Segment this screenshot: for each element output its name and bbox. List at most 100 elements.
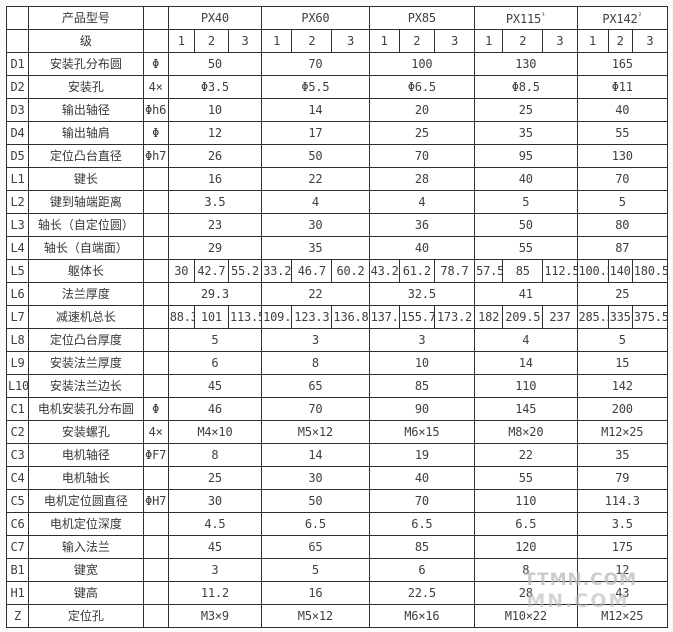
- value-cell: Φ3.5: [167, 75, 263, 99]
- model-name: PX60: [301, 11, 330, 25]
- table-row-b1: B1 键宽 3 5 6 8 12: [5, 558, 668, 582]
- value-cell: 22.5: [368, 581, 476, 605]
- model-footnote-mark: ¹: [541, 10, 546, 20]
- table-row-l7: L7减速机总长88.3101113.5109.8123.3136.8137.71…: [5, 305, 669, 329]
- value-cell: 6.5: [261, 512, 370, 536]
- param-name: 安装螺孔: [28, 420, 144, 444]
- level-header: 2: [607, 29, 633, 53]
- row-id: L2: [5, 190, 30, 214]
- param-name: 电机安装孔分布圆: [28, 397, 144, 421]
- value-cell: M5×12: [261, 420, 370, 444]
- value-cell: 113.5: [227, 305, 263, 329]
- value-cell: 25: [368, 121, 476, 145]
- value-cell: 55: [474, 236, 578, 260]
- value-cell: M8×20: [474, 420, 578, 444]
- value-cell: 40: [368, 466, 476, 490]
- value-cell: 33.2: [261, 259, 293, 283]
- value-cell: Φ8.5: [474, 75, 578, 99]
- value-cell: 41: [474, 282, 578, 306]
- param-name: 定位孔: [28, 604, 144, 628]
- model-name: PX115: [505, 11, 542, 26]
- value-cell: 16: [261, 581, 370, 605]
- table-row-h1: H1 键高 11.2 16 22.5 28 43: [5, 581, 668, 605]
- param-name: 键高: [28, 581, 144, 605]
- level-header: 2: [291, 29, 333, 53]
- row-id: C4: [5, 466, 30, 490]
- row-id: C1: [5, 397, 30, 421]
- value-cell: 123.3: [291, 305, 333, 329]
- model-header-px40: PX40: [167, 6, 263, 30]
- value-cell: 237: [542, 305, 578, 329]
- value-cell: 17: [261, 121, 370, 145]
- value-cell: 22: [261, 282, 370, 306]
- value-cell: 87: [576, 236, 668, 260]
- value-cell: M10×22: [474, 604, 578, 628]
- value-cell: M6×16: [368, 604, 476, 628]
- table-row-c2: C2 安装螺孔 4× M4×10 M5×12 M6×15 M8×20 M12×25: [5, 420, 668, 444]
- param-symbol: [142, 351, 169, 375]
- value-cell: 8: [261, 351, 370, 375]
- value-cell: 3: [368, 328, 476, 352]
- value-cell: 30: [167, 489, 263, 513]
- value-cell: 15: [576, 351, 668, 375]
- value-cell: 4: [368, 190, 476, 214]
- value-cell: 14: [261, 443, 370, 467]
- param-symbol: [142, 512, 169, 536]
- value-cell: 110: [474, 489, 578, 513]
- value-cell: 65: [261, 535, 370, 559]
- param-name: 躯体长: [28, 259, 144, 283]
- value-cell: 6: [368, 558, 476, 582]
- param-symbol: Φh6: [142, 98, 169, 122]
- row-id: L3: [5, 213, 30, 237]
- level-header: 1: [167, 29, 195, 53]
- value-cell: 100.5: [576, 259, 609, 283]
- corner-cell: [5, 6, 30, 30]
- param-symbol: [142, 535, 169, 559]
- value-cell: 142: [576, 374, 668, 398]
- value-cell: 12: [167, 121, 263, 145]
- value-cell: 120: [474, 535, 578, 559]
- value-cell: 4.5: [167, 512, 263, 536]
- value-cell: Φ11: [576, 75, 668, 99]
- level-header: 2: [502, 29, 544, 53]
- value-cell: 61.2: [398, 259, 435, 283]
- value-cell: 40: [368, 236, 476, 260]
- value-cell: 79: [576, 466, 668, 490]
- value-cell: 43: [576, 581, 668, 605]
- row-id: D1: [5, 52, 30, 76]
- model-name: PX40: [200, 11, 229, 25]
- row-id: D4: [5, 121, 30, 145]
- value-cell: 6.5: [474, 512, 578, 536]
- param-name: 电机定位深度: [28, 512, 144, 536]
- value-cell: 30: [167, 259, 195, 283]
- param-symbol: Φ: [142, 397, 169, 421]
- row-id: B1: [5, 558, 30, 582]
- param-symbol: [142, 236, 169, 260]
- value-cell: 25: [576, 282, 668, 306]
- value-cell: 25: [167, 466, 263, 490]
- value-cell: 45: [167, 374, 263, 398]
- value-cell: 22: [474, 443, 578, 467]
- value-cell: 5: [167, 328, 263, 352]
- value-cell: 28: [474, 581, 578, 605]
- value-cell: 88.3: [167, 305, 195, 329]
- row-id: L9: [5, 351, 30, 375]
- value-cell: M3×9: [167, 604, 263, 628]
- product-model-label: 产品型号: [28, 6, 144, 30]
- spec-table-body: D1 安装孔分布圆 Φ 50 70 100 130 165 D2 安装孔 4× Φ3.5 Φ5.5 Φ6.…: [5, 52, 669, 628]
- row-id: L8: [5, 328, 30, 352]
- param-symbol: Φ: [142, 52, 169, 76]
- param-name: 减速机总长: [28, 305, 144, 329]
- value-cell: 50: [167, 52, 263, 76]
- value-cell: 8: [167, 443, 263, 467]
- param-symbol: [142, 190, 169, 214]
- value-cell: 85: [368, 535, 476, 559]
- param-name: 键宽: [28, 558, 144, 582]
- param-symbol: ΦF7: [142, 443, 169, 467]
- value-cell: 60.2: [331, 259, 370, 283]
- value-cell: M12×25: [576, 604, 668, 628]
- value-cell: 100: [368, 52, 476, 76]
- value-cell: 10: [368, 351, 476, 375]
- table-row-l4: L4 轴长（自端面） 29 35 40 55 87: [5, 236, 668, 260]
- value-cell: 50: [474, 213, 578, 237]
